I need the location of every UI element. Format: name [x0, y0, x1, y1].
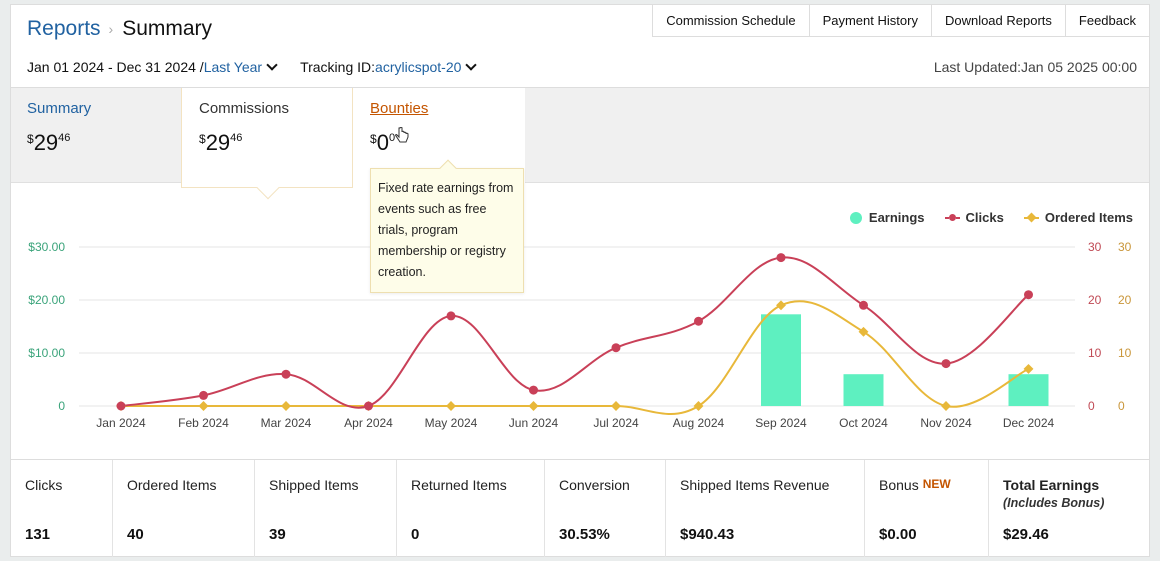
new-badge: NEW: [922, 477, 951, 491]
x-tick-label: Jun 2024: [509, 416, 559, 430]
clicks-point: [694, 316, 703, 326]
y-tick-label-left: $30.00: [28, 240, 65, 254]
bounties-card-label[interactable]: Bounties: [370, 100, 429, 117]
y-tick-label-ordered: 30: [1118, 240, 1132, 254]
y-tick-label-left: $10.00: [28, 346, 65, 360]
commissions-amount: $2946: [199, 130, 243, 155]
feedback-link[interactable]: Feedback: [1078, 13, 1136, 28]
chart-legend: Earnings Clicks Ordered Items: [830, 210, 1133, 225]
clicks-point: [776, 253, 786, 263]
clicks-point: [941, 359, 951, 369]
stat-shipped-revenue: Shipped Items Revenue $940.43: [666, 460, 865, 557]
stat-ordered-items: Ordered Items 40: [113, 460, 255, 557]
clicks-point: [446, 311, 456, 321]
clicks-point: [1024, 290, 1033, 300]
legend-earnings[interactable]: Earnings: [849, 210, 925, 225]
ordered-point: [528, 401, 539, 411]
summary-cards-strip: Summary $2946 Commissions $2946 Bounties…: [11, 87, 1149, 200]
hand-cursor-icon: [395, 127, 409, 143]
ordered-items-line: [121, 300, 1029, 415]
last-updated: Last Updated:Jan 05 2025 00:00: [933, 59, 1137, 75]
ordered-point: [858, 326, 869, 337]
bounties-tooltip: Fixed rate earnings from events such as …: [370, 159, 524, 293]
tracking-id-dropdown[interactable]: acrylicspot-20: [375, 59, 462, 75]
breadcrumb-reports-link[interactable]: Reports: [27, 17, 101, 40]
stat-shipped-items: Shipped Items 39: [255, 460, 397, 557]
x-tick-label: Sep 2024: [755, 416, 807, 430]
x-tick-label: Oct 2024: [839, 416, 888, 430]
commission-schedule-link[interactable]: Commission Schedule: [653, 5, 810, 36]
summary-amount: $2946: [27, 130, 71, 155]
clicks-point: [116, 401, 126, 411]
clicks-point: [529, 385, 538, 395]
x-tick-label: Mar 2024: [261, 416, 312, 430]
ordered-marker-icon: [1023, 212, 1039, 223]
y-tick-label-clicks: 10: [1088, 346, 1102, 360]
x-tick-label: Dec 2024: [1003, 416, 1055, 430]
clicks-point: [281, 369, 291, 379]
ordered-point: [281, 401, 291, 411]
page-title: Summary: [122, 17, 213, 40]
reports-summary-panel: Reports › Summary Commission Schedule Pa…: [10, 4, 1150, 557]
y-tick-label-left: 0: [58, 399, 65, 413]
filter-row: Jan 01 2024 - Dec 31 2024 / Last Year Tr…: [27, 59, 481, 75]
ordered-point: [693, 401, 704, 411]
x-tick-label: Aug 2024: [673, 416, 725, 430]
x-tick-label: Nov 2024: [920, 416, 972, 430]
y-tick-label-ordered: 0: [1118, 399, 1125, 413]
clicks-marker-icon: [944, 214, 960, 221]
ordered-point: [446, 401, 456, 411]
stat-bonus: Bonus NEW $0.00: [865, 460, 989, 557]
y-tick-label-clicks: 20: [1088, 293, 1102, 307]
clicks-point: [199, 390, 208, 400]
ordered-point: [1023, 363, 1034, 374]
tooltip-text: Fixed rate earnings from events such as …: [378, 181, 514, 279]
x-tick-label: Jan 2024: [96, 416, 146, 430]
summary-card-label: Summary: [27, 100, 92, 117]
ordered-point: [941, 401, 951, 411]
top-links: Commission Schedule Payment History Down…: [652, 5, 1149, 37]
earnings-clicks-chart: 0 0 0 $10.00 10 10 $20.00 20 20 $30.00 30 30 Jan 202…: [28, 240, 1132, 430]
x-tick-label: Apr 2024: [344, 416, 393, 430]
y-tick-label-left: $20.00: [28, 293, 65, 307]
x-tick-label: May 2024: [425, 416, 478, 430]
stat-total-earnings: Total Earnings (Includes Bonus) $29.46: [1003, 477, 1105, 543]
clicks-point: [611, 343, 621, 353]
y-tick-label-clicks: 30: [1088, 240, 1102, 254]
period-dropdown[interactable]: Last Year: [203, 59, 263, 75]
earnings-bar: [843, 374, 884, 406]
summary-card[interactable]: Summary $2946: [27, 88, 91, 184]
x-tick-label: Feb 2024: [178, 416, 229, 430]
ordered-point: [198, 401, 209, 411]
clicks-point: [364, 401, 373, 411]
earnings-bar: [1008, 374, 1049, 406]
stats-row: Clicks 131 Ordered Items 40 Shipped Items 3…: [11, 459, 1149, 557]
stat-returned-items: Returned Items 0: [397, 460, 545, 557]
stat-clicks: Clicks 131: [11, 460, 113, 557]
earnings-dot-icon: [849, 211, 862, 224]
payment-history-link[interactable]: Payment History: [810, 5, 932, 36]
tracking-id-label: Tracking ID:: [300, 59, 376, 75]
y-tick-label-ordered: 20: [1118, 293, 1132, 307]
ordered-point: [611, 401, 621, 411]
date-range: Jan 01 2024 - Dec 31 2024 /: [27, 59, 204, 75]
bounties-amount: $00: [370, 130, 396, 155]
x-tick-label: Jul 2024: [593, 416, 639, 430]
legend-ordered-items[interactable]: Ordered Items: [1023, 210, 1133, 225]
stat-conversion: Conversion 30.53%: [545, 460, 666, 557]
earnings-bar: [761, 314, 801, 406]
breadcrumb-separator-icon: ›: [108, 21, 114, 37]
breadcrumb: Reports › Summary: [27, 17, 212, 41]
download-reports-link[interactable]: Download Reports: [932, 5, 1066, 36]
legend-clicks[interactable]: Clicks: [944, 210, 1004, 225]
ordered-point: [776, 300, 786, 311]
clicks-line: [120, 256, 1030, 409]
clicks-point: [859, 300, 868, 310]
commissions-card[interactable]: Commissions $2946: [181, 88, 353, 200]
y-tick-label-clicks: 0: [1088, 399, 1095, 413]
y-tick-label-ordered: 10: [1118, 346, 1132, 360]
commissions-card-label: Commissions: [199, 100, 290, 117]
